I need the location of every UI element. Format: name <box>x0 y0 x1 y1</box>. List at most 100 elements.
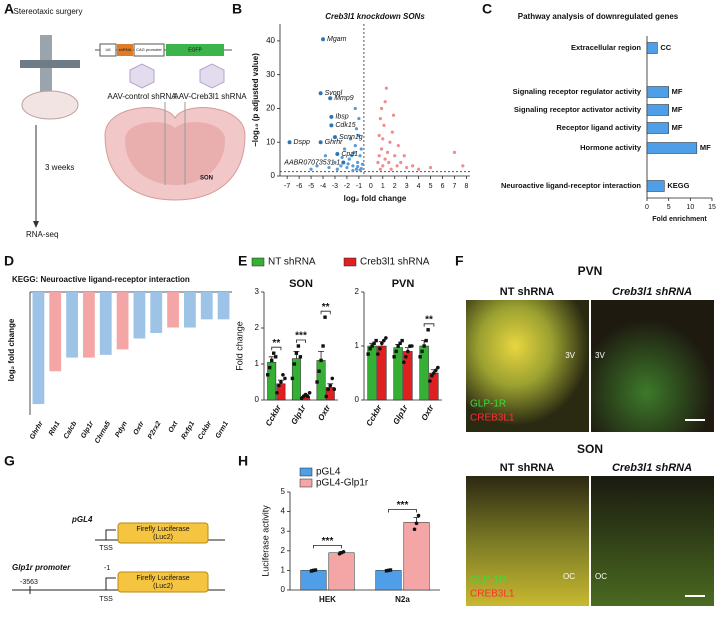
significance-bracket <box>313 544 342 549</box>
x-tick-label: Calcb <box>63 420 79 441</box>
gene-point <box>329 114 334 119</box>
category-label: Extracellular region <box>571 43 641 52</box>
gene-point <box>287 140 292 145</box>
data-point <box>422 344 426 348</box>
significance-bracket <box>320 310 331 315</box>
egfp-box <box>166 44 224 56</box>
y-tick-label: 20 <box>266 104 275 113</box>
bar <box>167 292 179 328</box>
position-label: -3563 <box>20 579 38 586</box>
micrograph <box>466 300 589 432</box>
significance-bracket <box>388 509 417 513</box>
surgery-label: Stereotaxic surgery <box>14 7 83 16</box>
point <box>378 116 382 121</box>
point <box>382 123 386 127</box>
gene-point <box>335 152 340 157</box>
bar <box>49 292 62 372</box>
readout-label: RNA-seq <box>26 230 58 239</box>
stain-label: GLP-1R <box>470 399 506 410</box>
data-point <box>400 338 404 343</box>
data-point <box>328 383 333 388</box>
data-point <box>396 344 400 348</box>
legend-swatch <box>343 257 357 267</box>
data-point <box>311 568 316 573</box>
tag-label: KEGG <box>667 181 689 190</box>
point <box>377 133 381 138</box>
construct-name: Glp1r promoter <box>12 563 71 572</box>
gene-label: Cdk15 <box>335 122 355 129</box>
chart-title: KEGG: Neuroactive ligand-receptor intera… <box>12 275 190 284</box>
x-tick-label: -7 <box>284 183 290 190</box>
y-tick-label: 40 <box>266 36 275 45</box>
bar <box>300 570 327 591</box>
data-point <box>266 373 270 377</box>
point <box>402 154 406 158</box>
bar <box>403 351 413 401</box>
gene-label: Svopl <box>325 90 343 97</box>
data-point <box>418 355 422 359</box>
y-axis-label: −log₁₀ (p adjusted value) <box>251 53 260 147</box>
panel-a: Stereotaxic surgery 3 weeks RNA-seq U6 s… <box>14 7 248 239</box>
point <box>358 154 362 158</box>
point <box>428 165 433 170</box>
significance-bracket <box>423 323 435 327</box>
tag-label: MF <box>672 105 683 114</box>
f-title: SON <box>577 442 603 456</box>
data-point <box>315 380 319 384</box>
x-tick-label: 10 <box>686 204 694 211</box>
f-title: PVN <box>578 264 603 278</box>
f-column: Creb3l1 shRNA <box>612 462 692 474</box>
legend-label: pGL4 <box>316 467 341 478</box>
construct-name: pGL4 <box>71 515 93 524</box>
point <box>405 165 409 170</box>
gene-label: Scnn1g <box>339 134 363 141</box>
point <box>353 144 357 148</box>
y-axis-label: Luciferase activity <box>260 505 270 577</box>
gene-label: (Luc2) <box>153 583 173 590</box>
data-point <box>406 349 410 354</box>
point <box>452 150 457 154</box>
data-point <box>317 369 321 373</box>
data-point <box>366 352 370 356</box>
x-tick-label: Oxt <box>168 420 180 434</box>
data-point <box>384 336 388 340</box>
data-point <box>290 376 295 381</box>
bar <box>83 292 95 358</box>
point <box>384 86 388 90</box>
x-tick-label: Chrna5 <box>94 420 112 444</box>
f-column: NT shRNA <box>500 286 554 298</box>
data-point <box>277 383 281 388</box>
panel-f: PVN NT shRNA Creb3l1 shRNA 3V 3V GLP-1R … <box>466 264 714 606</box>
bar <box>184 292 196 328</box>
legend-label: Creb3l1 shRNA <box>360 257 430 268</box>
tag-label: MF <box>672 87 683 96</box>
x-tick-label: Ghrhr <box>29 419 45 440</box>
point <box>381 164 385 168</box>
y-axis-label: log₂ fold change <box>7 318 16 381</box>
data-point <box>430 373 434 378</box>
point <box>354 127 359 131</box>
f-column: Creb3l1 shRNA <box>612 286 692 298</box>
bar <box>316 360 326 401</box>
cag-box <box>133 43 165 57</box>
significance-label: *** <box>397 500 409 511</box>
point <box>359 166 363 171</box>
gene-label: Mgam <box>327 36 347 43</box>
data-point <box>432 371 436 375</box>
point <box>388 140 392 144</box>
landmark: OC <box>595 572 607 581</box>
y-tick-label: 0 <box>271 171 276 180</box>
gene-label: Cpa1 <box>341 151 358 158</box>
construct-part: shRNA <box>119 47 132 52</box>
tss-arrow <box>105 529 116 540</box>
x-tick-label: 4 <box>417 183 421 190</box>
landmark: 3V <box>565 351 575 360</box>
data-point <box>372 341 376 345</box>
significance-label: ** <box>272 338 280 349</box>
data-point <box>382 338 386 343</box>
x-tick-label: Grm1 <box>215 420 230 439</box>
x-tick-label: 0 <box>369 183 373 190</box>
panel-letter: B <box>232 1 242 17</box>
x-tick-label: Rln1 <box>48 420 62 437</box>
point <box>356 160 360 165</box>
